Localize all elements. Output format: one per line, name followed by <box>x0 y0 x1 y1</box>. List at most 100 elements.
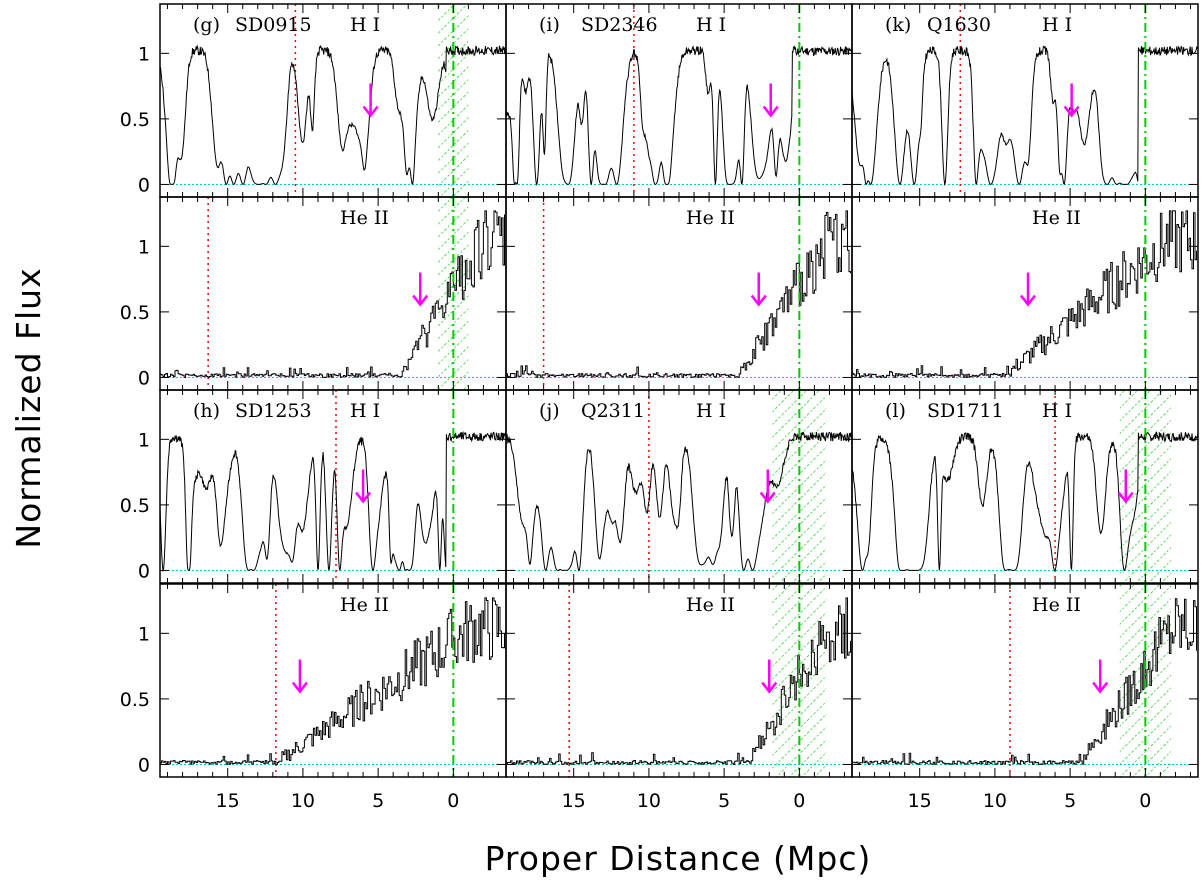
species-label: He II <box>340 594 389 616</box>
y-tick-label: 0 <box>138 560 150 582</box>
quasar-name-label: SD2346 <box>581 14 658 36</box>
spectrum-line <box>160 44 506 186</box>
y-tick-label: 0.5 <box>120 109 150 131</box>
y-tick-label: 0 <box>138 367 150 389</box>
x-tick-label: 10 <box>637 790 661 812</box>
panel-plot-area <box>506 197 852 390</box>
y-tick-label: 0 <box>138 754 150 776</box>
spectrum-line <box>506 45 852 187</box>
panel-plot-area <box>852 197 1198 390</box>
y-tick-label: 0.5 <box>120 495 150 517</box>
quasar-name-label: SD1711 <box>927 400 1004 422</box>
down-arrow-icon <box>355 469 372 504</box>
panel-plot-area <box>852 390 1198 583</box>
x-tick-label: 0 <box>793 790 805 812</box>
panel-j2: 15 10 5 0 He II <box>505 583 853 812</box>
down-arrow-icon <box>762 83 779 118</box>
panel-id-label: (h) <box>193 400 220 422</box>
down-arrow-icon <box>291 659 308 694</box>
species-label: He II <box>340 207 389 229</box>
spectrum-line <box>506 210 851 378</box>
x-tick-label: 10 <box>983 790 1007 812</box>
species-label: H I <box>350 400 380 422</box>
x-tick-label: 5 <box>1064 790 1076 812</box>
down-arrow-icon <box>750 272 767 307</box>
species-label: H I <box>350 14 380 36</box>
species-label: He II <box>686 207 735 229</box>
species-label: H I <box>1042 400 1072 422</box>
x-tick-label: 0 <box>447 790 459 812</box>
y-tick-label: 1 <box>138 623 150 645</box>
panel-plot-area <box>852 4 1198 197</box>
quasar-name-label: SD1253 <box>235 400 312 422</box>
spectrum-line <box>852 210 1197 378</box>
down-arrow-icon <box>362 83 379 118</box>
spectrum-line <box>852 431 1198 572</box>
panel-i2: He II <box>505 196 853 391</box>
spectrum-line <box>852 45 1198 187</box>
panel-plot-area <box>160 584 506 777</box>
spectrum-line <box>852 598 1197 765</box>
panel-id-label: (l) <box>885 400 906 422</box>
quasar-name-label: Q1630 <box>927 14 991 36</box>
y-tick-label: 0 <box>138 174 150 196</box>
down-arrow-icon <box>761 659 778 694</box>
panel-plot-area <box>160 4 506 197</box>
species-label: He II <box>686 594 735 616</box>
panel-plot-area <box>506 4 852 197</box>
down-arrow-icon <box>1020 272 1036 307</box>
y-tick-label: 1 <box>138 43 150 65</box>
panel-plot-area <box>506 390 852 583</box>
y-tick-label: 0.5 <box>120 302 150 324</box>
species-label: H I <box>696 400 726 422</box>
x-tick-label: 15 <box>908 790 932 812</box>
x-tick-label: 5 <box>718 790 730 812</box>
spectrum-line <box>160 597 505 765</box>
spectrum-line <box>506 431 852 572</box>
species-label: He II <box>1032 594 1081 616</box>
panel-j: (j) Q2311 H I <box>505 389 853 584</box>
panel-k: (k) Q1630 H I <box>851 3 1199 198</box>
panel-k2: He II <box>851 196 1199 391</box>
panel-id-label: (k) <box>885 14 911 36</box>
species-label: He II <box>1032 207 1081 229</box>
panel-g2: 0 0.5 1 He II <box>120 196 507 391</box>
x-tick-label: 15 <box>216 790 240 812</box>
down-arrow-icon <box>759 469 776 504</box>
down-arrow-icon <box>1092 659 1109 694</box>
quasar-name-label: Q2311 <box>581 400 645 422</box>
panel-l2: 15 10 5 0 He II <box>851 583 1199 812</box>
panel-id-label: (j) <box>539 400 560 422</box>
panel-h2: 0 0.5 1 15 10 5 0 He II <box>120 583 507 812</box>
spectrum-line <box>160 210 505 378</box>
y-axis-title: Normalized Flux <box>9 267 48 548</box>
panel-id-label: (i) <box>539 14 560 36</box>
quasar-name-label: SD0915 <box>235 14 312 36</box>
panel-plot-area <box>160 197 506 390</box>
panel-id-label: (g) <box>193 14 220 36</box>
spectrum-line <box>506 597 851 765</box>
panels-group: 0 0.5 1 (g) SD0915 H I 0 0.5 1 He II 0 0.5 1 (h) SD125… <box>120 3 1199 812</box>
y-tick-label: 0.5 <box>120 689 150 711</box>
x-tick-label: 10 <box>291 790 315 812</box>
x-axis-title: Proper Distance (Mpc) <box>485 839 872 878</box>
down-arrow-icon <box>412 272 429 307</box>
spectrum-line <box>160 430 506 573</box>
x-tick-label: 0 <box>1139 790 1151 812</box>
x-tick-label: 5 <box>372 790 384 812</box>
panel-plot-area <box>506 584 852 777</box>
down-arrow-icon <box>1117 469 1134 504</box>
panel-l: (l) SD1711 H I <box>851 389 1199 584</box>
panel-g: 0 0.5 1 (g) SD0915 H I <box>120 3 507 198</box>
x-tick-label: 15 <box>562 790 586 812</box>
species-label: H I <box>696 14 726 36</box>
down-arrow-icon <box>1063 83 1080 118</box>
panel-h: 0 0.5 1 (h) SD1253 H I <box>120 389 507 584</box>
y-tick-label: 1 <box>138 236 150 258</box>
panel-plot-area <box>160 390 506 583</box>
species-label: H I <box>1042 14 1072 36</box>
y-tick-label: 1 <box>138 429 150 451</box>
panel-plot-area <box>852 584 1198 777</box>
panel-i: (i) SD2346 H I <box>505 3 853 198</box>
